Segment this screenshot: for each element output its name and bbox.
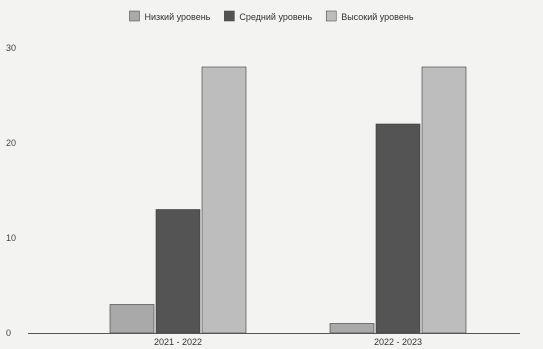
bar-2-series-1 [329, 323, 375, 334]
legend-label: Средний уровень [239, 12, 312, 22]
y-tick-label: 10 [6, 233, 16, 243]
legend-swatch [129, 10, 140, 22]
legend-item-3: Высокий уровень [325, 10, 414, 22]
y-tick-label: 0 [6, 328, 11, 338]
bar-2-series-2 [375, 123, 421, 334]
bar-2-series-3 [421, 66, 467, 334]
x-axis: 2021 - 2022 2022 - 2023 [154, 337, 422, 347]
legend-item-1: Низкий уровень [129, 10, 211, 22]
legend: Низкий уровень Средний уровень Высокий уро… [129, 10, 414, 22]
y-tick-label: 30 [6, 43, 16, 53]
legend-label: Высокий уровень [341, 12, 414, 22]
x-category-label: 2022 - 2023 [374, 337, 422, 347]
y-tick-label: 20 [6, 138, 16, 148]
bar-1-series-2 [155, 209, 201, 334]
bar-1-series-1 [109, 304, 155, 334]
legend-item-2: Средний уровень [224, 10, 313, 22]
legend-swatch [325, 10, 337, 22]
legend-label: Низкий уровень [144, 12, 210, 22]
legend-swatch [224, 10, 235, 22]
bars [109, 66, 467, 334]
x-category-label: 2021 - 2022 [154, 337, 202, 347]
bar-1-series-3 [201, 66, 247, 334]
y-axis: 0 10 20 30 [6, 43, 16, 338]
